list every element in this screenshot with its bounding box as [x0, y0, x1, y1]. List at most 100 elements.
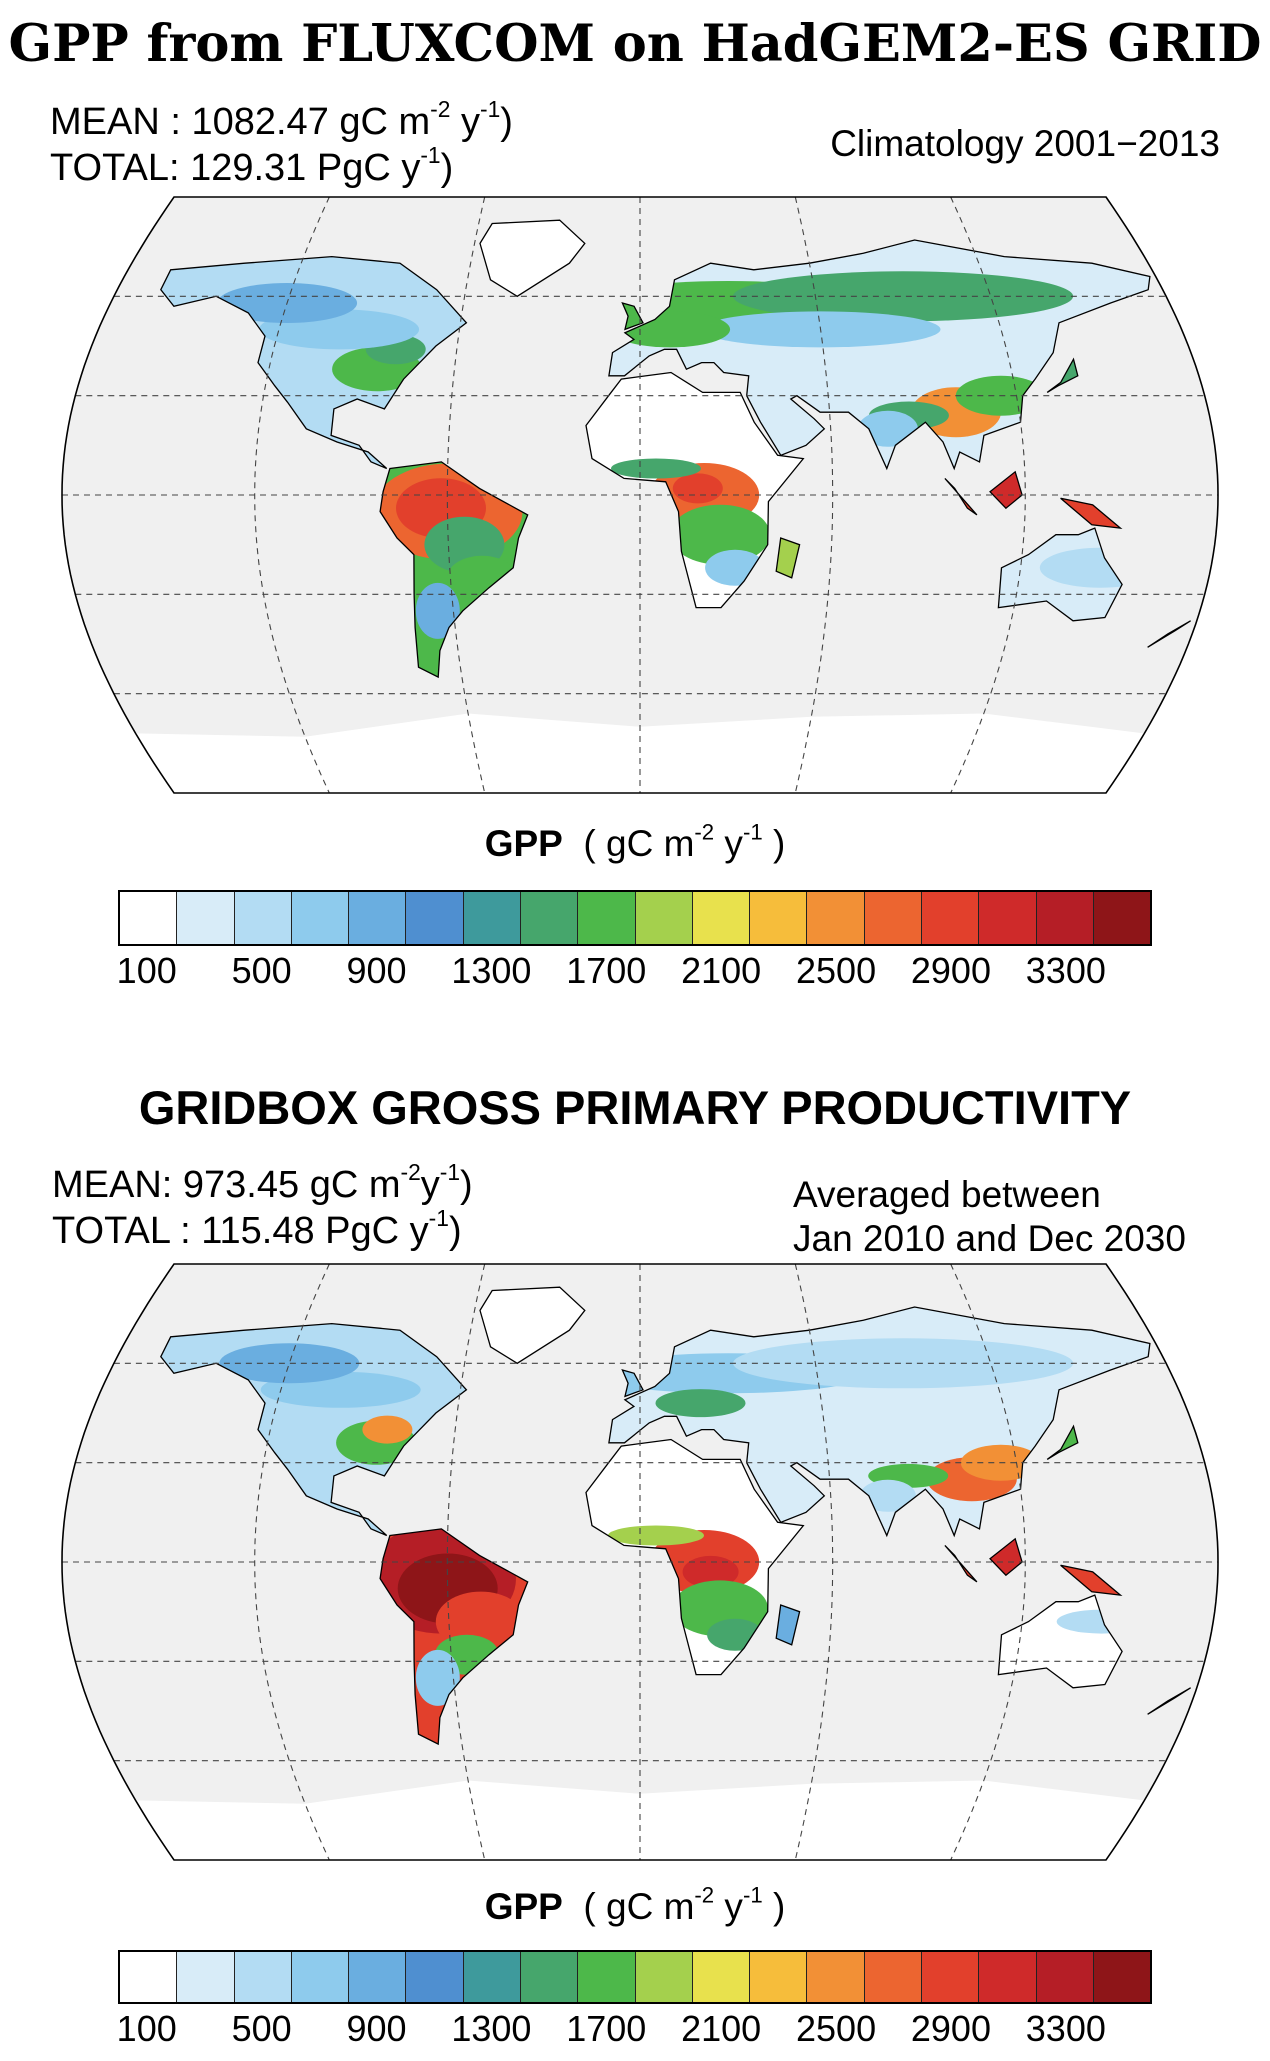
land-layer — [62, 197, 1218, 793]
coastline-greenland — [479, 219, 586, 298]
land-japan — [1047, 359, 1078, 393]
colorbar-tick-label: 100 — [116, 950, 177, 991]
colorbar-swatch — [578, 1952, 636, 2002]
panel-2-title: GRIDBOX GROSS PRIMARY PRODUCTIVITY — [0, 1080, 1270, 1135]
colorbar-swatch — [979, 892, 1037, 944]
panel-1-title: GPP from FLUXCOM on HadGEM2-ES GRID — [0, 14, 1270, 74]
panel-1-period: Climatology 2001−2013 — [830, 122, 1220, 166]
coastlines — [160, 219, 1191, 679]
gpp-field-patch — [219, 1343, 360, 1384]
colorbar-swatch — [921, 1952, 980, 2002]
land-greenland — [480, 220, 585, 297]
coastline-indonesia1 — [944, 477, 978, 516]
gpp-field-patch — [611, 458, 701, 479]
colorbar-tick-label: 2500 — [796, 950, 877, 991]
graticule-meridian — [254, 1264, 330, 1860]
coastline-newGuinea — [1060, 1564, 1123, 1596]
colorbar-swatch — [520, 1952, 579, 2002]
land-japan — [1047, 1426, 1078, 1460]
coastline-eurasia — [608, 1306, 1151, 1538]
panel-2-world-map — [61, 1263, 1219, 1861]
panel-1-world-map — [61, 196, 1219, 794]
gpp-field — [217, 271, 1160, 639]
colorbar-swatch — [406, 892, 464, 944]
colorbar-tick-label: 2100 — [681, 950, 762, 991]
colorbar-swatch — [635, 892, 693, 944]
gpp-field-patch — [608, 1525, 704, 1546]
panel-2-colorbar-title: GPP ( gC m-2 y-1 ) — [484, 1882, 786, 1927]
panel-2-colorbar-ticks: 100 500 900 1300 1700 2100 2500 2900 3300 — [116, 2008, 1152, 2052]
coastline-southAmerica — [379, 1528, 529, 1746]
coastline-newGuinea — [1060, 497, 1123, 529]
coastline-northAmerica — [160, 1322, 468, 1537]
coastline-northAmerica — [160, 255, 468, 470]
coastline-madagascar — [775, 537, 801, 579]
colorbar-swatch — [1093, 892, 1151, 944]
coastline-greenland — [479, 1286, 586, 1365]
panel-1-colorbar-title: GPP ( gC m-2 y-1 ) — [484, 819, 786, 864]
colorbar-swatch — [291, 892, 350, 944]
colorbar-swatch — [921, 892, 980, 944]
land-northAmerica — [160, 256, 467, 469]
colorbar-tick-label: 2100 — [681, 2008, 762, 2049]
colorbar-tick-label: 2900 — [910, 950, 991, 991]
gpp-field-patch — [682, 1555, 739, 1588]
colorbar-swatch — [750, 892, 808, 944]
colorbar-swatch — [463, 892, 521, 944]
coastline-africa — [585, 371, 805, 609]
panel-1-period-line1: Climatology 2001−2013 — [830, 123, 1220, 164]
graticule-meridian — [794, 1264, 834, 1860]
map-border — [61, 1263, 1219, 1861]
colorbar-swatch — [807, 1952, 865, 2002]
colorbar-tick-label: 2500 — [796, 2008, 877, 2049]
gpp-field-patch — [415, 1649, 460, 1706]
colorbar-swatch — [406, 1952, 464, 2002]
panel-2-mean-stat: MEAN: 973.45 gC m-2y-1) — [52, 1158, 473, 1206]
panel-2-period-line1: Averaged between — [793, 1174, 1101, 1215]
graticule-meridian — [446, 197, 486, 793]
coastline-japan — [1046, 357, 1079, 393]
panel-2-title-text: GRIDBOX GROSS PRIMARY PRODUCTIVITY — [138, 1081, 1132, 1134]
colorbar-swatch — [291, 1952, 350, 2002]
colorbar-tick-label: 100 — [116, 2008, 177, 2049]
coastline-japan — [1046, 1424, 1079, 1460]
panel-1-title-text: GPP from FLUXCOM on HadGEM2-ES GRID — [8, 14, 1262, 74]
coastline-indonesia1 — [944, 1544, 978, 1583]
colorbar-tick-label: 500 — [231, 2008, 292, 2049]
colorbar-swatch — [864, 1952, 922, 2002]
colorbar-swatch — [979, 1952, 1037, 2002]
panel-1-colorbar — [118, 890, 1152, 946]
land-antarctica — [135, 1780, 1145, 1860]
land-greenland — [480, 1287, 585, 1364]
graticule-meridian — [950, 197, 1026, 793]
map-border — [61, 196, 1219, 794]
graticule-meridian — [794, 197, 834, 793]
gpp-field-patch — [859, 1479, 916, 1512]
gpp-field-patch — [655, 1389, 746, 1418]
colorbar-tick-label: 1700 — [566, 2008, 647, 2049]
coastline-eurasia — [608, 239, 1151, 471]
colorbar-swatch — [692, 1952, 751, 2002]
colorbar-swatch — [692, 892, 751, 944]
gpp-field-patch — [415, 582, 460, 639]
gpp-field-patch — [733, 271, 1074, 322]
gpp-field-patch — [733, 1338, 1074, 1389]
land-newGuinea — [1060, 498, 1121, 529]
colorbar-swatch — [520, 892, 579, 944]
colorbar-swatch — [578, 892, 636, 944]
colorbar-swatch — [234, 892, 292, 944]
panel-1-colorbar-ticks: 100 500 900 1300 1700 2100 2500 2900 3300 — [116, 950, 1152, 994]
coastline-nz — [1147, 1687, 1191, 1715]
colorbar-tick-label: 500 — [231, 950, 292, 991]
panel-2-colorbar — [118, 1950, 1152, 2004]
coastline-madagascar — [775, 1604, 801, 1646]
land-layer — [62, 1264, 1218, 1860]
colorbar-tick-label: 2900 — [910, 2008, 991, 2049]
colorbar-swatch — [750, 1952, 808, 2002]
gpp-field-patch — [670, 504, 770, 565]
panel-2-period-line2: Jan 2010 and Dec 2030 — [793, 1218, 1186, 1259]
colorbar-swatch — [234, 1952, 292, 2002]
colorbar-swatch — [349, 1952, 407, 2002]
graticule-meridian — [950, 1264, 1026, 1860]
graticule — [62, 1264, 1218, 1860]
